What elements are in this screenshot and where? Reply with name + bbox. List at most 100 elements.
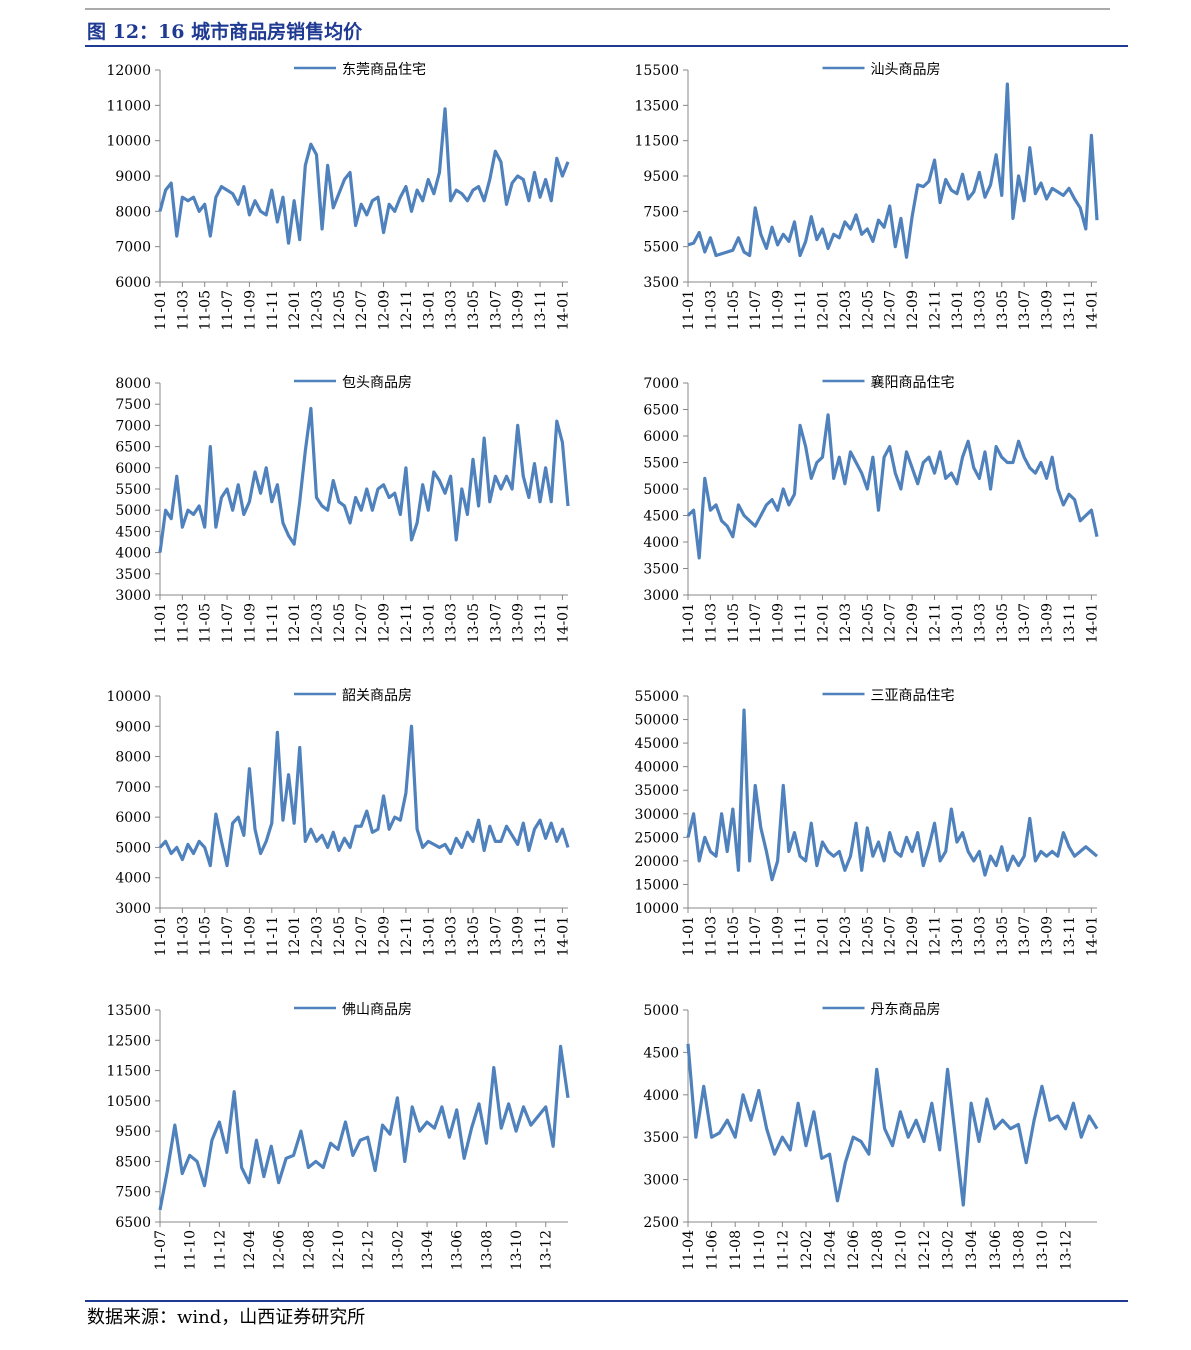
y-tick-label: 3500: [643, 1130, 679, 1146]
x-tick-label: 13-07: [488, 290, 504, 330]
y-tick-label: 9500: [115, 1124, 151, 1140]
y-tick-label: 6500: [115, 440, 151, 456]
x-tick-label: 11-03: [175, 290, 191, 330]
y-tick-label: 5500: [115, 482, 151, 498]
x-tick-label: 13-07: [488, 916, 504, 956]
x-tick-label: 12-09: [905, 603, 921, 643]
y-tick-label: 5500: [643, 240, 679, 256]
x-tick-label: 13-06: [450, 1230, 466, 1270]
x-tick-label: 12-03: [309, 916, 325, 956]
x-tick-label: 12-07: [354, 603, 370, 643]
y-tick-label: 3500: [643, 562, 679, 578]
x-tick-label: 12-03: [309, 603, 325, 643]
x-tick-label: 13-09: [1040, 290, 1056, 330]
x-tick-label: 12-06: [846, 1230, 862, 1270]
x-tick-label: 12-04: [823, 1230, 839, 1270]
y-tick-label: 50000: [634, 713, 679, 729]
y-tick-label: 3000: [115, 588, 151, 604]
y-tick-label: 3000: [643, 588, 679, 604]
x-tick-label: 11-09: [242, 603, 258, 643]
y-tick-label: 9000: [115, 719, 151, 735]
series-line: [686, 413, 1099, 560]
x-tick-label: 12-01: [815, 916, 831, 956]
x-tick-label: 13-11: [1062, 290, 1078, 330]
series-line: [158, 1044, 570, 1211]
y-tick-label: 15500: [634, 63, 679, 79]
y-tick-label: 9500: [643, 169, 679, 185]
x-tick-label: 12-05: [860, 290, 876, 330]
legend-label: 襄阳商品住宅: [871, 375, 955, 391]
x-tick-label: 12-11: [399, 916, 415, 956]
y-tick-label: 4500: [115, 524, 151, 540]
x-tick-label: 13-03: [972, 603, 988, 643]
x-tick-label: 12-02: [799, 1230, 815, 1270]
x-tick-label: 13-08: [1011, 1230, 1027, 1270]
y-tick-label: 7500: [643, 204, 679, 220]
y-tick-label: 11500: [634, 134, 679, 150]
x-tick-label: 11-01: [681, 290, 697, 330]
x-tick-label: 12-07: [883, 603, 899, 643]
x-tick-label: 11-03: [703, 290, 719, 330]
y-tick-label: 10500: [106, 1094, 151, 1110]
x-tick-label: 13-03: [444, 290, 460, 330]
x-tick-label: 13-07: [488, 603, 504, 643]
y-tick-label: 7500: [115, 1185, 151, 1201]
x-tick-label: 14-01: [1084, 916, 1100, 956]
x-tick-label: 13-01: [421, 603, 437, 643]
x-tick-label: 14-01: [555, 916, 571, 956]
series-line: [686, 1043, 1099, 1207]
x-tick-label: 11-07: [220, 603, 236, 643]
y-tick-label: 4000: [643, 535, 679, 551]
x-tick-label: 13-10: [509, 1230, 525, 1270]
y-tick-label: 7000: [115, 418, 151, 434]
x-tick-label: 12-11: [928, 916, 944, 956]
x-tick-label: 13-11: [533, 916, 549, 956]
legend-label: 东莞商品住宅: [342, 62, 426, 78]
x-tick-label: 12-05: [332, 290, 348, 330]
x-tick-label: 14-01: [555, 603, 571, 643]
x-tick-label: 13-12: [1059, 1230, 1075, 1270]
x-tick-label: 11-11: [793, 290, 809, 330]
y-tick-label: 6000: [115, 275, 151, 291]
y-tick-label: 8000: [115, 750, 151, 766]
x-tick-label: 12-07: [354, 290, 370, 330]
y-tick-label: 30000: [634, 807, 679, 823]
x-tick-label: 12-01: [815, 603, 831, 643]
y-tick-label: 20000: [634, 854, 679, 870]
x-tick-label: 13-04: [964, 1230, 980, 1270]
y-tick-label: 6000: [115, 461, 151, 477]
x-tick-label: 13-05: [995, 916, 1011, 956]
x-tick-label: 11-12: [775, 1230, 791, 1270]
legend-label: 佛山商品房: [342, 1002, 412, 1018]
x-tick-label: 13-11: [1062, 603, 1078, 643]
y-tick-label: 11000: [106, 98, 151, 114]
x-tick-label: 11-10: [752, 1230, 768, 1270]
y-tick-label: 5000: [115, 840, 151, 856]
x-tick-label: 12-09: [377, 603, 393, 643]
x-tick-label: 12-03: [838, 916, 854, 956]
x-tick-label: 13-05: [995, 290, 1011, 330]
x-tick-label: 12-07: [883, 916, 899, 956]
legend-label: 三亚商品住宅: [871, 688, 955, 704]
x-tick-label: 12-09: [377, 290, 393, 330]
x-tick-label: 13-11: [533, 290, 549, 330]
x-tick-label: 13-01: [950, 916, 966, 956]
y-tick-label: 12500: [106, 1033, 151, 1049]
x-tick-label: 13-03: [972, 290, 988, 330]
x-tick-label: 11-08: [728, 1230, 744, 1270]
x-tick-label: 12-11: [399, 603, 415, 643]
y-tick-label: 10000: [106, 689, 151, 705]
y-tick-label: 2500: [643, 1215, 679, 1231]
y-tick-label: 13500: [106, 1003, 151, 1019]
x-tick-label: 12-03: [838, 603, 854, 643]
x-tick-label: 12-06: [272, 1230, 288, 1270]
x-tick-label: 11-01: [153, 603, 169, 643]
y-tick-label: 13500: [634, 98, 679, 114]
x-tick-label: 13-01: [421, 290, 437, 330]
x-tick-label: 11-10: [183, 1230, 199, 1270]
y-tick-label: 3500: [115, 567, 151, 583]
x-tick-label: 11-11: [265, 916, 281, 956]
x-tick-label: 13-09: [1040, 603, 1056, 643]
x-tick-label: 12-09: [377, 916, 393, 956]
y-tick-label: 35000: [634, 783, 679, 799]
